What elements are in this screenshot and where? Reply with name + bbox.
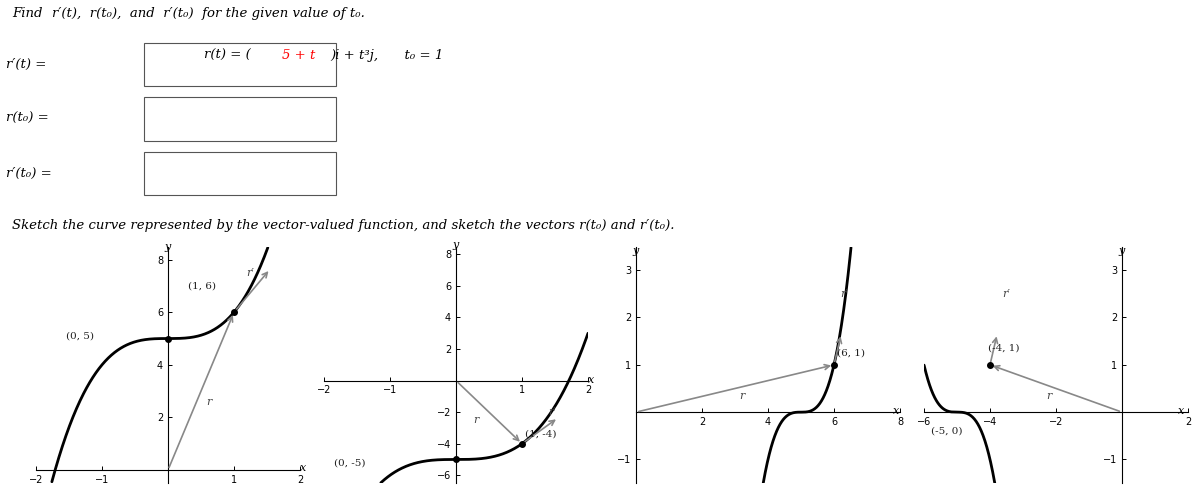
Text: y: y [164,242,172,252]
Text: r′(t₀) =: r′(t₀) = [6,167,52,179]
Text: Find   r′(t),  r(t₀),  and  r′(t₀)  for the given value of t₀.: Find r′(t), r(t₀), and r′(t₀) for the gi… [12,7,365,20]
Text: x: x [1178,406,1184,417]
Text: r: r [1046,390,1052,401]
Text: y: y [452,240,460,249]
FancyBboxPatch shape [144,43,336,86]
Text: r: r [206,397,211,407]
Text: (0, -5): (0, -5) [334,458,365,467]
Text: x: x [893,406,900,417]
Text: Sketch the curve represented by the vector-valued function, and sketch the vecto: Sketch the curve represented by the vect… [12,219,674,232]
Text: 5 + t: 5 + t [282,49,316,62]
Text: x: x [300,463,306,473]
Text: r: r [473,415,479,425]
Text: (-5, 0): (-5, 0) [931,426,962,436]
Text: r′: r′ [840,289,848,299]
FancyBboxPatch shape [144,152,336,195]
Text: y: y [1118,246,1126,256]
FancyBboxPatch shape [144,98,336,141]
Text: r(t₀) =: r(t₀) = [6,112,49,125]
Text: x: x [588,375,594,386]
Text: (1, -4): (1, -4) [526,430,557,439]
Text: r(t) = (: r(t) = ( [204,49,251,62]
Text: r′: r′ [1002,289,1010,299]
Text: y: y [632,246,640,256]
Text: t₀ = 1: t₀ = 1 [396,49,443,62]
Text: r′: r′ [246,268,254,278]
Text: r′: r′ [547,407,556,417]
Text: r′(t) =: r′(t) = [6,58,47,71]
Text: (-4, 1): (-4, 1) [989,344,1020,353]
Text: (1, 6): (1, 6) [188,282,216,290]
Text: (0, 5): (0, 5) [66,331,94,340]
Text: )i + t³j,: )i + t³j, [330,49,378,62]
Text: r: r [739,390,744,401]
Text: (6, 1): (6, 1) [838,349,865,357]
